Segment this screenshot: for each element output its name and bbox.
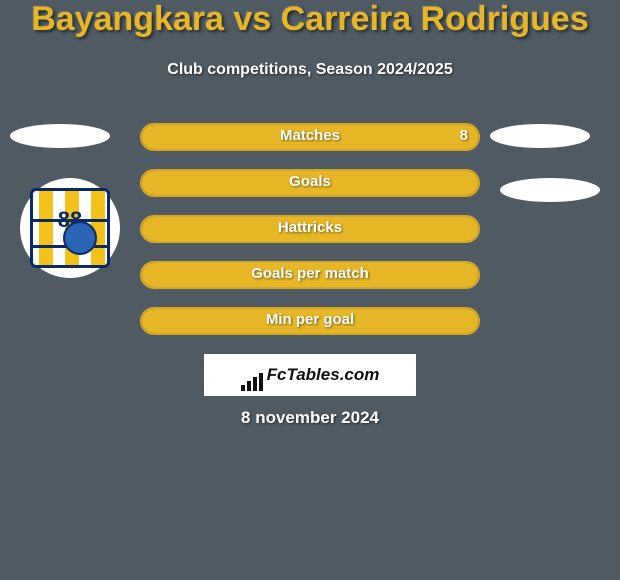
- stat-bar-fill-left: [142, 263, 478, 287]
- stat-bar: [140, 123, 480, 151]
- stat-bar: [140, 169, 480, 197]
- stat-row: Hattricks: [0, 215, 620, 243]
- date-text: 8 november 2024: [0, 408, 620, 428]
- stat-bar: [140, 261, 480, 289]
- stat-bar-fill-left: [142, 125, 478, 149]
- stat-row: Matches8: [0, 123, 620, 151]
- stat-bar-fill-left: [142, 217, 478, 241]
- page-subtitle: Club competitions, Season 2024/2025: [0, 61, 620, 79]
- stat-bar: [140, 215, 480, 243]
- stat-row: Goals per match: [0, 261, 620, 289]
- stat-bar: [140, 307, 480, 335]
- comparison-infographic: Bayangkara vs Carreira Rodrigues Club co…: [0, 0, 620, 580]
- stat-row: Goals: [0, 169, 620, 197]
- branding-box: FcTables.com: [202, 352, 418, 398]
- stat-row: Min per goal: [0, 307, 620, 335]
- page-title: Bayangkara vs Carreira Rodrigues: [0, 0, 620, 39]
- stat-bar-fill-left: [142, 309, 478, 333]
- stat-bar-fill-left: [142, 171, 478, 195]
- bars-icon: [241, 365, 263, 383]
- branding-text: FcTables.com: [267, 365, 380, 384]
